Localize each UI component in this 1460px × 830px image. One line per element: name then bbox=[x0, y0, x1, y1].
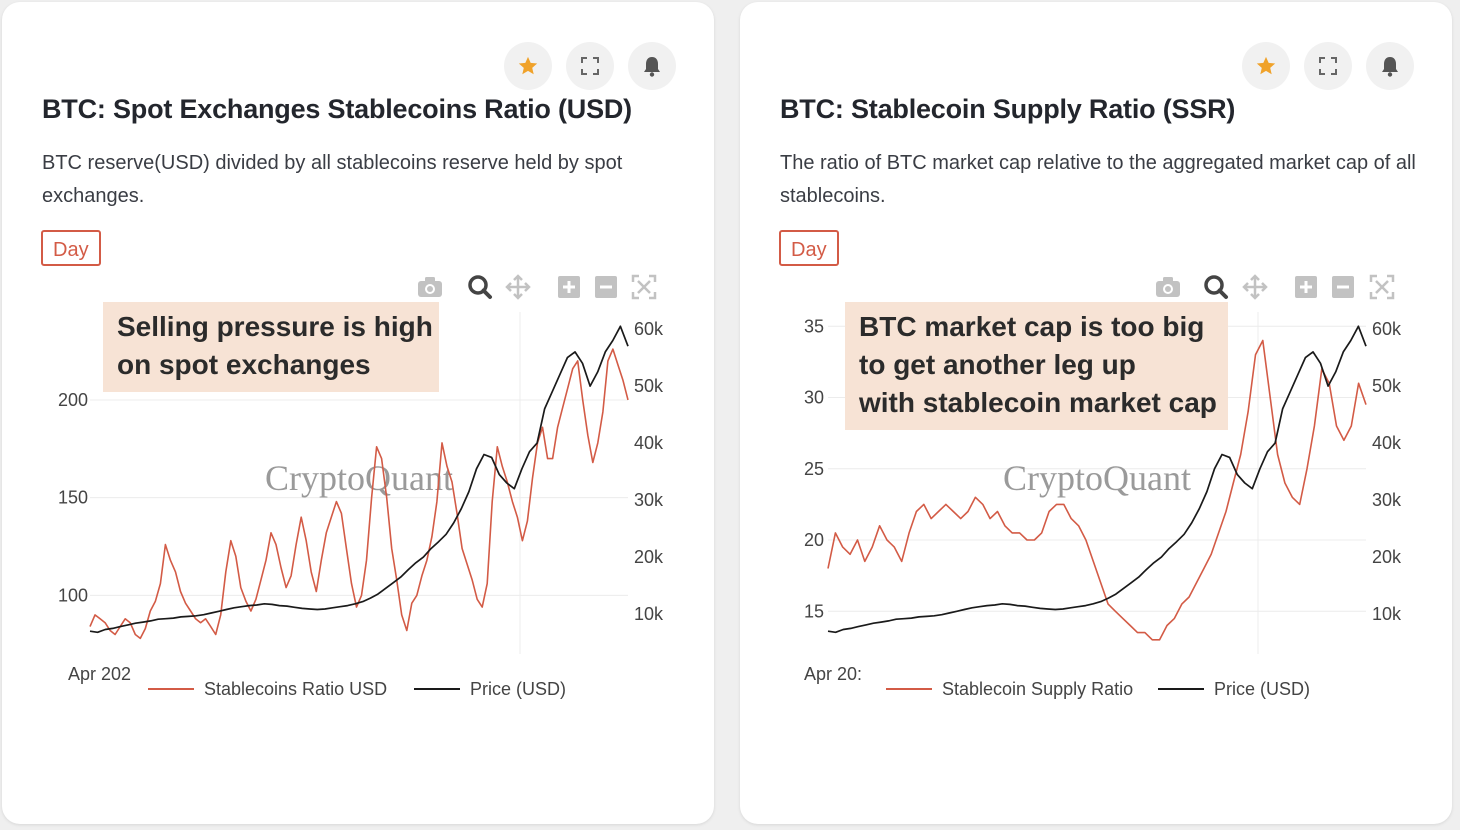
autoscale-icon bbox=[1369, 274, 1395, 300]
pan-button[interactable] bbox=[1240, 272, 1270, 302]
pan-button[interactable] bbox=[503, 272, 533, 302]
y-left-tick-label: 100 bbox=[58, 585, 88, 605]
y-right-tick-label: 60k bbox=[1372, 319, 1402, 339]
x-tick-label: Apr 20: bbox=[804, 664, 862, 684]
alert-button[interactable] bbox=[628, 42, 676, 90]
zoom-icon bbox=[1204, 275, 1228, 299]
annotation-line: Selling pressure is high bbox=[117, 311, 433, 342]
chart-card-ssr: BTC: Stablecoin Supply Ratio (SSR) The r… bbox=[740, 2, 1452, 824]
zoom-out-button[interactable] bbox=[591, 272, 621, 302]
star-icon bbox=[1256, 56, 1276, 75]
chart-modebar bbox=[740, 270, 1440, 304]
y-right-tick-label: 30k bbox=[634, 490, 664, 510]
ssr-chart: 15 20 25 30 35 10k 20k 30k 40k 50k 60k CryptoQuant A… bbox=[804, 312, 1402, 699]
card-actions bbox=[1242, 42, 1414, 90]
bell-icon bbox=[644, 57, 660, 77]
y-right-tick-label: 60k bbox=[634, 319, 664, 339]
y-right-tick-label: 30k bbox=[1372, 490, 1402, 510]
card-description: BTC reserve(USD) divided by all stableco… bbox=[42, 152, 623, 207]
watermark: CryptoQuant bbox=[265, 458, 453, 498]
x-tick-label: Apr 202 bbox=[68, 664, 131, 684]
y-right-tick-label: 10k bbox=[1372, 604, 1402, 624]
bell-icon bbox=[1382, 57, 1398, 77]
download-png-button[interactable] bbox=[1153, 272, 1183, 302]
y-left-tick-label: 20 bbox=[804, 530, 824, 550]
chart-annotation: Selling pressure is high on spot exchang… bbox=[103, 302, 439, 392]
card-description: The ratio of BTC market cap relative to … bbox=[780, 152, 1416, 207]
y-left-tick-label: 200 bbox=[58, 390, 88, 410]
expand-button[interactable] bbox=[1304, 42, 1352, 90]
series-line-price-usd bbox=[89, 325, 629, 634]
y-right-tick-label: 20k bbox=[1372, 547, 1402, 567]
interval-day-button[interactable]: Day bbox=[41, 230, 101, 266]
zoom-icon bbox=[468, 275, 492, 299]
watermark: CryptoQuant bbox=[1003, 458, 1191, 498]
download-png-button[interactable] bbox=[415, 272, 445, 302]
legend-label: Price (USD) bbox=[1214, 679, 1310, 699]
ratio-chart: 100 150 200 10k 20k 30k 40k 50k 60k CryptoQuant Ap… bbox=[58, 312, 664, 699]
alert-button[interactable] bbox=[1366, 42, 1414, 90]
card-title: BTC: Spot Exchanges Stablecoins Ratio (U… bbox=[42, 94, 632, 124]
zoom-out-icon bbox=[1332, 276, 1354, 298]
star-icon bbox=[518, 56, 538, 75]
legend-label: Stablecoin Supply Ratio bbox=[942, 679, 1133, 699]
annotation-line: BTC market cap is too big bbox=[859, 311, 1205, 342]
chart-modebar bbox=[2, 270, 702, 304]
expand-icon bbox=[1319, 57, 1337, 75]
pan-icon bbox=[1242, 274, 1268, 300]
annotation-line: on spot exchanges bbox=[117, 349, 371, 380]
pan-icon bbox=[505, 274, 531, 300]
expand-button[interactable] bbox=[566, 42, 614, 90]
zoom-button[interactable] bbox=[1201, 272, 1231, 302]
chart-card-stablecoins-ratio: BTC: Spot Exchanges Stablecoins Ratio (U… bbox=[2, 2, 714, 824]
zoom-out-icon bbox=[595, 276, 617, 298]
interval-day-button[interactable]: Day bbox=[779, 230, 839, 266]
y-right-tick-label: 40k bbox=[1372, 433, 1402, 453]
y-left-tick-label: 15 bbox=[804, 601, 824, 621]
card-actions bbox=[504, 42, 676, 90]
expand-icon bbox=[581, 57, 599, 75]
y-left-tick-label: 150 bbox=[58, 488, 88, 508]
legend-label: Stablecoins Ratio USD bbox=[204, 679, 387, 699]
chart-annotation: BTC market cap is too big to get another… bbox=[845, 302, 1228, 430]
annotation-line: with stablecoin market cap bbox=[859, 387, 1217, 418]
legend-label: Price (USD) bbox=[470, 679, 566, 699]
y-right-tick-label: 50k bbox=[1372, 376, 1402, 396]
card-title: BTC: Stablecoin Supply Ratio (SSR) bbox=[780, 94, 1236, 124]
y-left-tick-label: 30 bbox=[804, 388, 824, 408]
zoom-out-button[interactable] bbox=[1328, 272, 1358, 302]
y-left-tick-label: 25 bbox=[804, 459, 824, 479]
favorite-button[interactable] bbox=[504, 42, 552, 90]
y-left-tick-label: 35 bbox=[804, 316, 824, 336]
camera-icon bbox=[1156, 277, 1180, 297]
autoscale-button[interactable] bbox=[1367, 272, 1397, 302]
autoscale-icon bbox=[631, 274, 657, 300]
y-right-tick-label: 10k bbox=[634, 604, 664, 624]
zoom-in-icon bbox=[558, 276, 580, 298]
y-right-tick-label: 40k bbox=[634, 433, 664, 453]
zoom-button[interactable] bbox=[465, 272, 495, 302]
camera-icon bbox=[418, 277, 442, 297]
series-line-stablecoin-supply-ratio bbox=[827, 339, 1367, 641]
zoom-in-button[interactable] bbox=[1291, 272, 1321, 302]
y-right-tick-label: 50k bbox=[634, 376, 664, 396]
zoom-in-icon bbox=[1295, 276, 1317, 298]
autoscale-button[interactable] bbox=[629, 272, 659, 302]
zoom-in-button[interactable] bbox=[554, 272, 584, 302]
annotation-line: to get another leg up bbox=[859, 349, 1136, 380]
favorite-button[interactable] bbox=[1242, 42, 1290, 90]
series-line-price-usd bbox=[827, 325, 1367, 634]
y-right-tick-label: 20k bbox=[634, 547, 664, 567]
